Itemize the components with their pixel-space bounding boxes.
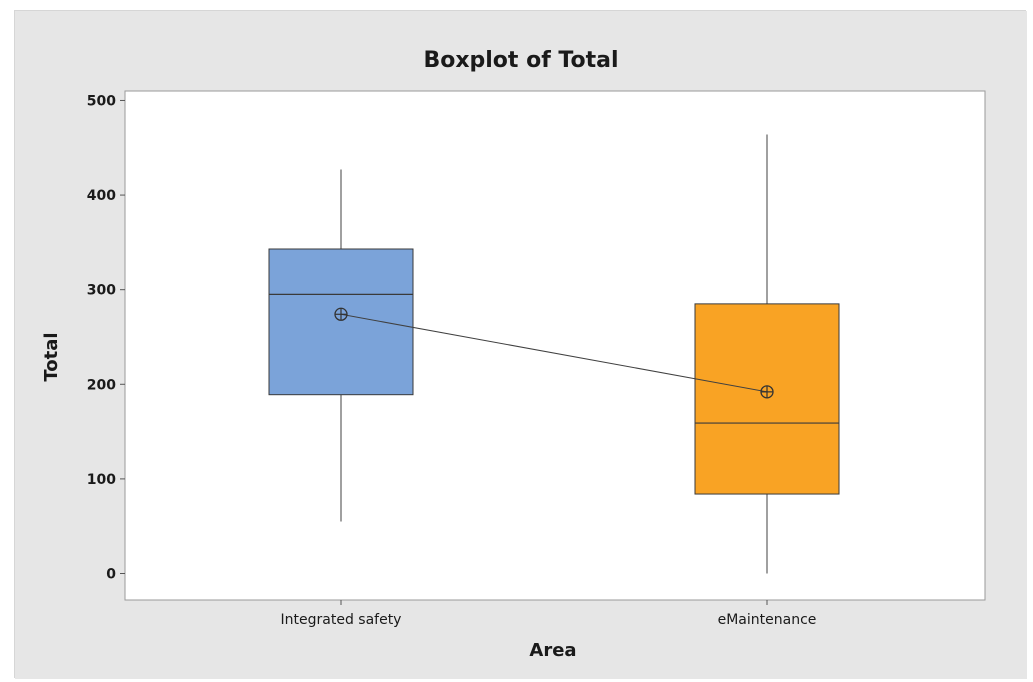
chart-figure: Boxplot of Total Area Total 0 100 200 300 40… bbox=[14, 10, 1027, 679]
y-tick-label-500: 500 bbox=[87, 93, 116, 109]
box-1-iqr-box bbox=[694, 303, 840, 495]
y-tick-label-300: 300 bbox=[87, 283, 116, 299]
x-tick-label-1: eMaintenance bbox=[718, 612, 817, 628]
plot-background bbox=[124, 90, 986, 601]
boxplot-chart: Boxplot of Total Area Total 0 100 200 300 40… bbox=[15, 11, 1027, 679]
y-tick-label-0: 0 bbox=[106, 567, 116, 583]
y-tick-label-100: 100 bbox=[87, 472, 116, 488]
y-tick-label-400: 400 bbox=[87, 188, 116, 204]
chart-title: Boxplot of Total bbox=[423, 48, 618, 73]
box-0-iqr-box bbox=[268, 248, 414, 396]
plot-area: 0 100 200 300 400 500 Integrated safety eMainte… bbox=[87, 90, 986, 628]
y-tick-label-200: 200 bbox=[87, 377, 116, 393]
x-axis-label: Area bbox=[529, 640, 576, 661]
mean-connect-line bbox=[340, 313, 768, 393]
y-axis-label: Total bbox=[41, 332, 62, 381]
x-tick-label-0: Integrated safety bbox=[281, 612, 402, 628]
